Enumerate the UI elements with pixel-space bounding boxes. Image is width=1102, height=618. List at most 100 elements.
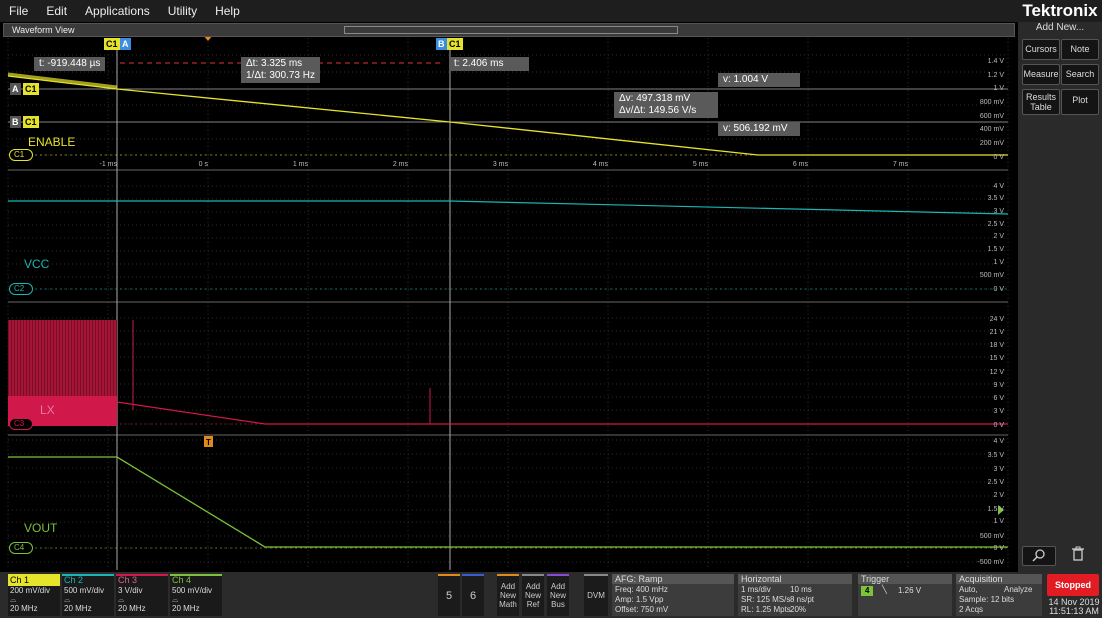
brand-logo: Tektronix — [1018, 0, 1102, 22]
run-stop-status[interactable]: Stopped — [1047, 574, 1099, 596]
ch2-settings-badge[interactable]: Ch 2 500 mV/div ⌓ 20 MHz — [62, 574, 114, 616]
cursor-b-hchannel[interactable]: C1 — [23, 116, 39, 128]
ch1-pill[interactable]: C1 — [9, 149, 33, 161]
waveform-view-titlebar: Waveform View — [3, 23, 1015, 37]
ch1-scale-label: 1.2 V — [988, 72, 1005, 79]
menu-utility[interactable]: Utility — [167, 4, 198, 18]
ch4-label: VOUT — [24, 521, 58, 535]
ch1-scale-label: 400 mV — [980, 126, 1004, 133]
cursor-b-badge[interactable]: B — [436, 38, 447, 50]
ch2-scale-label: 1 V — [993, 259, 1004, 266]
search-button[interactable]: Search — [1061, 64, 1099, 85]
time-tick-label: 5 ms — [693, 161, 709, 168]
waveform-view-title: Waveform View — [12, 25, 75, 35]
horizontal-overview-scrollbar[interactable] — [344, 26, 678, 34]
cursor-a-voltage-readout: v: 1.004 V — [718, 73, 800, 87]
time-tick-label: 6 ms — [793, 161, 809, 168]
cursor-a-badge[interactable]: A — [120, 38, 131, 50]
results-table-button[interactable]: Results Table — [1022, 89, 1060, 115]
trash-icon[interactable] — [1061, 546, 1095, 566]
ch3-scale-label: 15 V — [990, 355, 1005, 362]
ch4-scale-label: 3 V — [993, 466, 1004, 473]
date-time: 14 Nov 2019 11:51:13 AM — [1048, 597, 1100, 616]
waveform-plot[interactable]: T -1 ms 0 s 1 ms 2 ms 3 ms 4 ms 5 ms 6 ms 7 ms 1.… — [0, 0, 1018, 572]
ch2-scale-label: 3 V — [993, 208, 1004, 215]
ch2-pill[interactable]: C2 — [9, 283, 33, 295]
ch4-pill[interactable]: C4 — [9, 542, 33, 554]
cursor-b-hbadge[interactable]: B — [10, 116, 21, 128]
ch1-scale-label: 1.4 V — [988, 58, 1005, 65]
ch4-scale-label: 1 V — [993, 518, 1004, 525]
cursors-button[interactable]: Cursors — [1022, 39, 1060, 60]
ch4-scale-label: 0 V — [993, 545, 1004, 552]
channel-6-button[interactable]: 6 — [462, 574, 484, 616]
dvm-button[interactable]: DVM — [584, 574, 608, 616]
menu-help[interactable]: Help — [215, 4, 240, 18]
menu-applications[interactable]: Applications — [85, 4, 150, 18]
svg-text:T: T — [206, 438, 211, 447]
ch3-switching — [8, 320, 117, 396]
cursor-a-hbadge[interactable]: A — [10, 83, 21, 95]
trigger-level-icon — [998, 505, 1004, 515]
ch2-scale-label: 3.5 V — [988, 195, 1005, 202]
trigger-panel[interactable]: Trigger 4 ╲ 1.26 V — [858, 574, 952, 616]
menu-file[interactable]: File — [9, 4, 29, 18]
ch2-scale-label: 500 mV — [980, 272, 1004, 279]
time-tick-label: -1 ms — [100, 161, 118, 168]
ch3-scale-label: 0 V — [993, 422, 1004, 429]
ch3-pill[interactable]: C3 — [9, 418, 33, 430]
ch3-scale-label: 24 V — [990, 316, 1005, 323]
afg-panel[interactable]: AFG: Ramp Freq: 400 mHz Amp: 1.5 Vpp Offse… — [612, 574, 734, 616]
time-tick-label: 0 s — [199, 161, 209, 168]
ch4-trace — [8, 456, 1008, 548]
cursor-a-channel-badge[interactable]: C1 — [104, 38, 120, 50]
ch2-scale-label: 2 V — [993, 233, 1004, 240]
cursor-a-time-readout: t: -919.448 µs — [34, 57, 106, 71]
measure-button[interactable]: Measure — [1022, 64, 1060, 85]
note-button[interactable]: Note — [1061, 39, 1099, 60]
acquisition-panel[interactable]: Acquisition Auto, Analyze Sample: 12 bits… — [956, 574, 1042, 616]
add-new-math-button[interactable]: Add New Math — [497, 574, 519, 616]
ch1-trace — [7, 75, 1008, 156]
ch3-scale-label: 9 V — [993, 382, 1004, 389]
horizontal-panel[interactable]: Horizontal 1 ms/div 10 ms SR: 125 MS/s 8 n… — [738, 574, 852, 616]
cursor-b-time-readout: t: 2.406 ms — [449, 57, 529, 71]
right-panel: Add New... Cursors Note Measure Search R… — [1018, 22, 1102, 572]
ch4-settings-badge[interactable]: Ch 4 500 mV/div ⌓ 20 MHz — [170, 574, 222, 616]
falling-edge-icon: ╲ — [882, 585, 887, 594]
ch2-scale-label: 1.5 V — [988, 246, 1005, 253]
ch3-settings-badge[interactable]: Ch 3 3 V/div ⌓ 20 MHz — [116, 574, 168, 616]
cursor-b-voltage-readout: v: 506.192 mV — [718, 122, 800, 136]
ch2-label: VCC — [24, 257, 50, 271]
ch1-settings-badge[interactable]: Ch 1 200 mV/div ⌓ 20 MHz — [8, 574, 60, 616]
ch1-scale-label: 600 mV — [980, 113, 1004, 120]
menu-edit[interactable]: Edit — [46, 4, 68, 18]
plot-button[interactable]: Plot — [1061, 89, 1099, 115]
ch2-scale-label: 0 V — [993, 286, 1004, 293]
ch4-scale-label: 2 V — [993, 492, 1004, 499]
add-new-label: Add New... — [1035, 22, 1085, 33]
time-tick-label: 7 ms — [893, 161, 909, 168]
add-new-ref-button[interactable]: Add New Ref — [522, 574, 544, 616]
ch2-trace — [8, 200, 1009, 215]
ch3-scale-label: 18 V — [990, 342, 1005, 349]
ch1-scale-label: 200 mV — [980, 140, 1004, 147]
ch3-scale-label: 6 V — [993, 395, 1004, 402]
ch3-scale-label: 3 V — [993, 408, 1004, 415]
ch1-scale-label: 800 mV — [980, 99, 1004, 106]
zoom-icon[interactable] — [1022, 546, 1056, 566]
ch2-scale-label: 2.5 V — [988, 221, 1005, 228]
ch1-scale-label: 0 V — [993, 154, 1004, 161]
menu-bar: File Edit Applications Utility Help — [0, 0, 1018, 22]
graticule — [7, 38, 1009, 570]
channel-5-button[interactable]: 5 — [438, 574, 460, 616]
add-new-bus-button[interactable]: Add New Bus — [547, 574, 569, 616]
ch1-label: ENABLE — [28, 135, 76, 149]
cursor-b-channel-badge[interactable]: C1 — [447, 38, 463, 50]
cursor-a-hchannel[interactable]: C1 — [23, 83, 39, 95]
ch4-scale-label: 3.5 V — [988, 452, 1005, 459]
ch4-scale-label: 4 V — [993, 438, 1004, 445]
ch3-trace — [116, 401, 1008, 425]
time-tick-label: 2 ms — [393, 161, 409, 168]
